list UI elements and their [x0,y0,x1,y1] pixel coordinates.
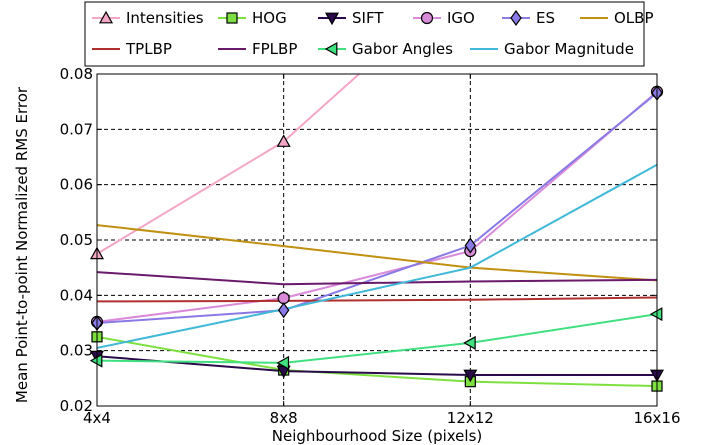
legend-label-olbp: OLBP [614,9,654,27]
axis-ticks: 0.02 0.03 0.04 0.05 0.06 0.07 0.08 4x4 8x8 12x12 1… [60,65,681,427]
legend-label-sift: SIFT [352,9,384,27]
legend-label-fplbp: FPLBP [252,40,297,58]
legend: Intensities HOG SIFT IGO ES OLBP TPLBP FPLBP Gab… [84,1,654,67]
y-axis-label: Mean Point-to-point Normalized RMS Error [13,86,31,403]
legend-marker-es [510,9,522,27]
legend-label-tplbp: TPLBP [125,40,172,58]
legend-label-hog: HOG [252,9,287,27]
data-point-gabor-angles [463,335,476,350]
data-point-igo [277,292,290,305]
data-point-gabor-angles [649,307,663,322]
legend-marker-igo [420,11,434,25]
legend-label-es: ES [536,9,555,27]
y-tick-label: 0.04 [60,286,93,304]
grid-lines [97,74,657,406]
data-point-sift [463,369,478,383]
series-line-igo [97,90,657,323]
series-lines [97,74,657,388]
legend-label-igo: IGO [447,9,475,27]
x-tick-label: 16x16 [633,409,680,427]
legend-marker-intensities [98,10,114,24]
x-tick-label: 8x8 [270,409,298,427]
series-line-sift [97,355,657,377]
legend-label-intensities: Intensities [126,9,204,27]
series-line-olbp [97,224,657,282]
series-line-tplbp [97,296,657,303]
data-point-intensities [276,134,291,147]
y-tick-label: 0.06 [60,176,93,194]
series-line-gabor-angles [97,313,657,364]
series-line-hog [97,335,657,388]
x-axis-label: Neighbourhood Size (pixels) [272,427,482,445]
y-tick-label: 0.05 [60,231,93,249]
y-tick-label: 0.08 [60,65,93,83]
y-tick-label: 0.03 [60,342,93,360]
x-tick-label: 12x12 [447,409,494,427]
legend-box [84,1,645,67]
y-tick-label: 0.07 [60,120,93,138]
legend-marker-hog [226,12,238,24]
series-line-gabor-magnitude [97,163,657,349]
legend-marker-sift [324,12,340,26]
data-point-es [464,237,477,254]
y-tick-label: 0.02 [60,397,93,415]
series-markers [89,84,665,392]
x-tick-label: 4x4 [83,409,111,427]
series-line-intensities [97,74,361,255]
series-line-fplbp [97,271,657,286]
data-point-gabor-angles [89,353,103,368]
data-point-gabor-angles [276,355,290,370]
series-line-es [97,92,657,324]
legend-label-gabor-angles: Gabor Angles [352,40,453,58]
data-point-es [277,302,290,319]
legend-label-gabor-magnitude: Gabor Magnitude [504,40,634,58]
legend-marker-gabor-angles [324,41,338,57]
